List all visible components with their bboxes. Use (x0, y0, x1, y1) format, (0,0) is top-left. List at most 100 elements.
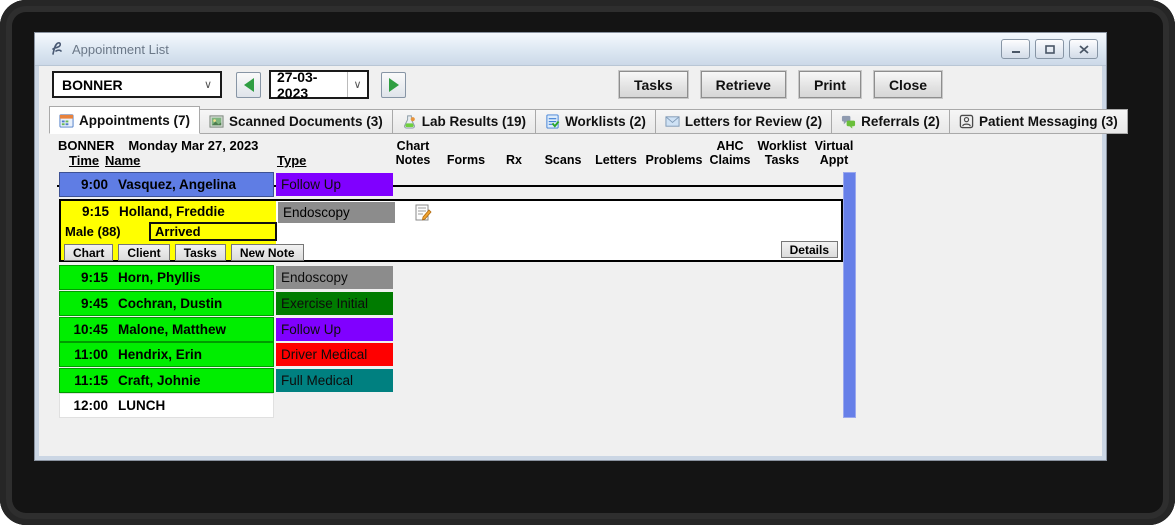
tab-worklists[interactable]: Worklists (2) (536, 109, 656, 134)
appointment-type[interactable]: Driver Medical (276, 343, 393, 366)
tab-label: Worklists (2) (565, 114, 646, 129)
tab-label: Appointments (7) (79, 112, 190, 128)
appointment-cell[interactable]: 9:15 Holland, Freddie (61, 201, 276, 222)
appointment-type[interactable]: Endoscopy (278, 202, 395, 223)
column-header-name[interactable]: Name (105, 153, 141, 168)
expanded-appointment[interactable]: 9:15 Holland, Freddie Endoscopy Male (88… (59, 199, 843, 262)
tab-label: Scanned Documents (3) (229, 114, 383, 129)
date-chevron-down-icon[interactable]: ∨ (347, 72, 367, 97)
tab-letters-for-review[interactable]: Letters for Review (2) (655, 109, 833, 134)
vertical-scrollbar[interactable] (843, 172, 856, 418)
appointment-time: 9:15 (81, 204, 109, 219)
appointment-cell[interactable]: 11:15 Craft, Johnie (59, 368, 274, 393)
table-row: 10:45 Malone, Matthew Follow Up (59, 317, 843, 342)
next-day-arrow-icon (388, 78, 399, 92)
scanned-image-icon (209, 115, 224, 128)
column-header-problems: Problems (645, 153, 703, 167)
header-divider (57, 185, 843, 187)
prev-day-arrow-icon (243, 78, 254, 92)
date-picker[interactable]: 27-03-2023 ∨ (269, 68, 369, 101)
appointment-type[interactable]: Full Medical (276, 369, 393, 392)
tab-scanned-documents[interactable]: Scanned Documents (3) (200, 109, 393, 134)
details-button[interactable]: Details (780, 241, 838, 258)
appointment-type[interactable]: Follow Up (276, 318, 393, 341)
column-header-ahc-claims: AHC Claims (709, 139, 751, 167)
appointment-list-window: Appointment List BONNER ∨ (35, 33, 1128, 460)
table-row: 9:15 Horn, Phyllis Endoscopy (59, 265, 843, 290)
column-header-time[interactable]: Time (69, 153, 100, 168)
date-value: 27-03-2023 (277, 68, 318, 101)
titlebar: Appointment List (35, 33, 1106, 66)
tasks-row-button[interactable]: Tasks (174, 244, 226, 261)
provider-select-value: BONNER (62, 76, 123, 93)
toolbar: BONNER ∨ 27-03-2023 ∨ Tasks Retrieve Pri… (39, 66, 1102, 106)
table-row: 9:45 Cochran, Dustin Exercise Initial (59, 291, 843, 316)
header-date: Monday Mar 27, 2023 (128, 138, 259, 153)
column-header-worklist-tasks: Worklist Tasks (757, 139, 807, 167)
table-row: 11:00 Hendrix, Erin Driver Medical (59, 342, 843, 367)
appointment-time: 10:45 (73, 322, 108, 337)
appointment-cell[interactable]: 9:00 Vasquez, Angelina (59, 172, 274, 197)
minimize-icon[interactable] (1001, 39, 1030, 59)
column-header-letters: Letters (595, 153, 637, 167)
tab-appointments[interactable]: Appointments (7) (49, 106, 200, 134)
appointment-time: 11:15 (74, 373, 108, 388)
flask-icon (403, 115, 415, 129)
tab-label: Referrals (2) (861, 114, 940, 129)
appointment-type[interactable]: Endoscopy (276, 266, 393, 289)
appointment-time: 9:45 (80, 296, 108, 311)
table-row: 12:00 LUNCH (59, 393, 843, 418)
retrieve-button[interactable]: Retrieve (700, 71, 786, 98)
appointment-type[interactable]: Exercise Initial (276, 292, 393, 315)
note-with-pencil-icon[interactable] (414, 204, 432, 222)
appointment-cell[interactable]: 9:45 Cochran, Dustin (59, 291, 274, 316)
column-header-chart-notes: Chart Notes (395, 139, 431, 167)
tab-patient-messaging[interactable]: Patient Messaging (3) (949, 109, 1128, 134)
maximize-icon[interactable] (1035, 39, 1064, 59)
tab-label: Letters for Review (2) (684, 114, 823, 129)
column-header-type[interactable]: Type (277, 153, 307, 168)
close-button[interactable]: Close (873, 71, 943, 98)
new-note-button[interactable]: New Note (230, 244, 304, 261)
tab-lab-results[interactable]: Lab Results (19) (392, 109, 537, 134)
chevron-down-icon: ∨ (203, 79, 212, 91)
appointment-time: 12:00 (73, 398, 108, 413)
chart-button[interactable]: Chart (64, 244, 114, 261)
appointment-name: Hendrix, Erin (118, 347, 203, 362)
appointment-cell[interactable]: 9:15 Horn, Phyllis (59, 265, 274, 290)
calendar-icon (59, 113, 74, 128)
window-title: Appointment List (72, 41, 169, 57)
appointment-time: 9:00 (80, 177, 108, 192)
table-row: 11:15 Craft, Johnie Full Medical (59, 368, 843, 393)
appointment-name: Horn, Phyllis (118, 270, 201, 285)
table-row: 9:00 Vasquez, Angelina Follow Up (59, 172, 843, 197)
appointment-name: Holland, Freddie (119, 204, 225, 219)
tab-label: Lab Results (19) (421, 114, 527, 129)
appointment-cell[interactable]: 10:45 Malone, Matthew (59, 317, 274, 342)
client-button[interactable]: Client (118, 244, 170, 261)
appointment-time: 9:15 (80, 270, 108, 285)
appointment-status-field[interactable]: Arrived (149, 222, 277, 241)
appointment-cell[interactable]: 12:00 LUNCH (59, 393, 274, 418)
tab-bar: Appointments (7) Scanned Documents (3) L… (49, 106, 1128, 134)
appointment-type[interactable]: Follow Up (276, 173, 393, 196)
envelope-icon (665, 116, 680, 127)
tasks-button[interactable]: Tasks (619, 71, 688, 98)
appointment-time: 11:00 (74, 347, 108, 362)
column-header-rx: Rx (506, 153, 522, 167)
appointment-name: Cochran, Dustin (118, 296, 223, 311)
next-day-button[interactable] (381, 72, 406, 98)
app-logo-icon (52, 42, 62, 55)
close-icon[interactable] (1069, 39, 1098, 59)
provider-select[interactable]: BONNER ∨ (52, 71, 222, 98)
prev-day-button[interactable] (236, 72, 261, 98)
checklist-icon (546, 114, 560, 129)
appointment-cell[interactable]: 11:00 Hendrix, Erin (59, 342, 274, 367)
column-header-scans: Scans (544, 153, 582, 167)
person-icon (959, 114, 974, 129)
print-button[interactable]: Print (798, 71, 861, 98)
header-provider: BONNER (58, 138, 115, 153)
column-header-forms: Forms (446, 153, 486, 167)
tab-referrals[interactable]: Referrals (2) (832, 109, 950, 134)
